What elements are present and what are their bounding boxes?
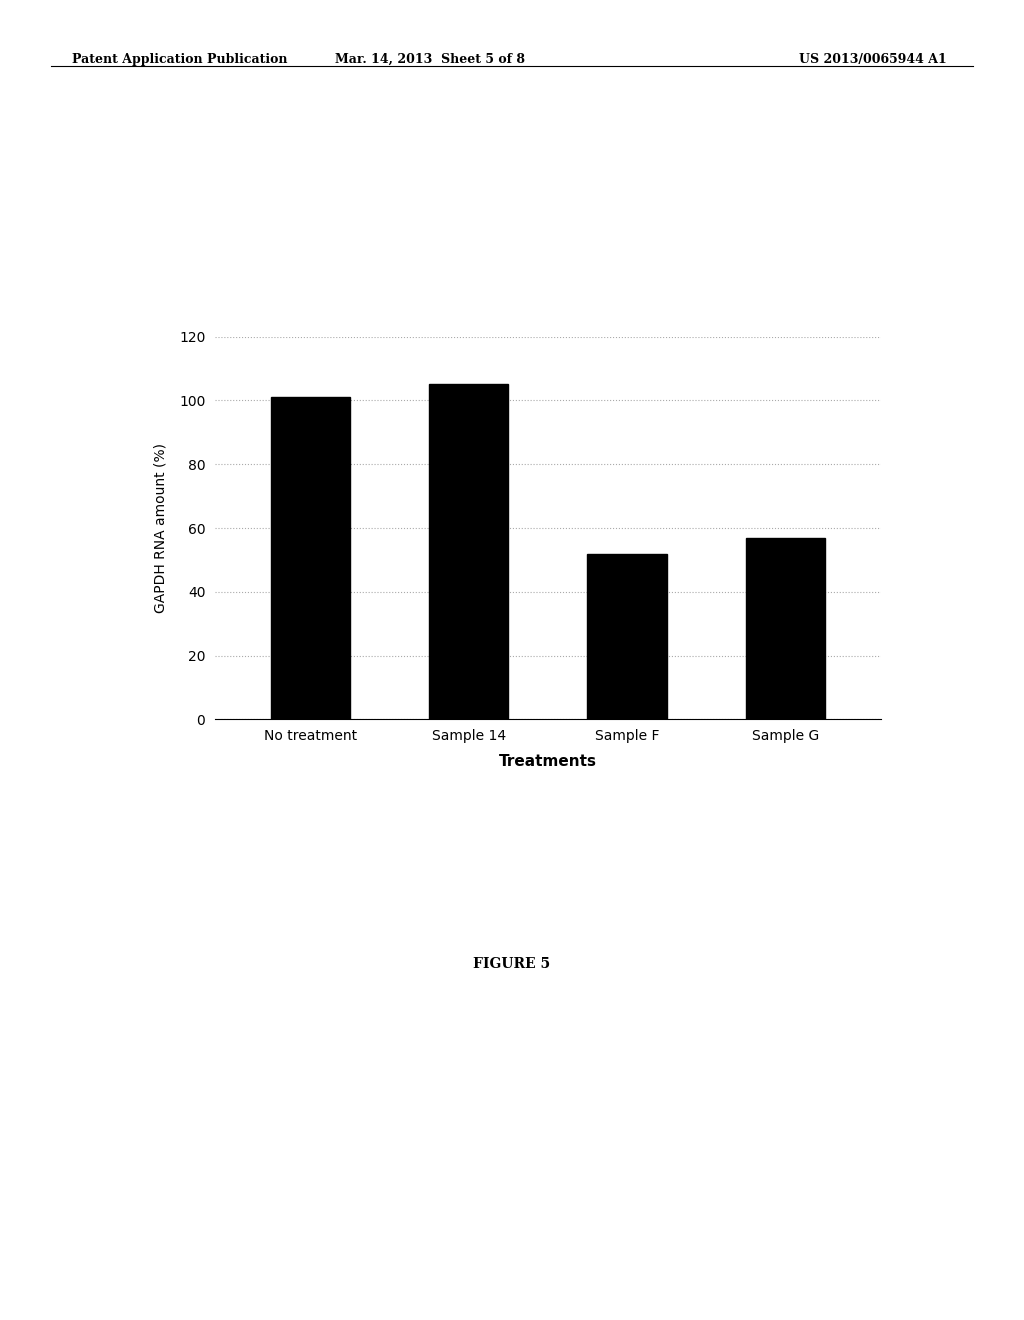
X-axis label: Treatments: Treatments [499, 754, 597, 770]
Text: FIGURE 5: FIGURE 5 [473, 957, 551, 972]
Bar [745, 537, 825, 719]
Text: Mar. 14, 2013  Sheet 5 of 8: Mar. 14, 2013 Sheet 5 of 8 [335, 53, 525, 66]
Text: US 2013/0065944 A1: US 2013/0065944 A1 [799, 53, 946, 66]
Bar [429, 384, 508, 719]
Bar [588, 553, 667, 719]
Text: Patent Application Publication: Patent Application Publication [72, 53, 287, 66]
Y-axis label: GAPDH RNA amount (%): GAPDH RNA amount (%) [154, 444, 168, 612]
Bar [270, 397, 350, 719]
